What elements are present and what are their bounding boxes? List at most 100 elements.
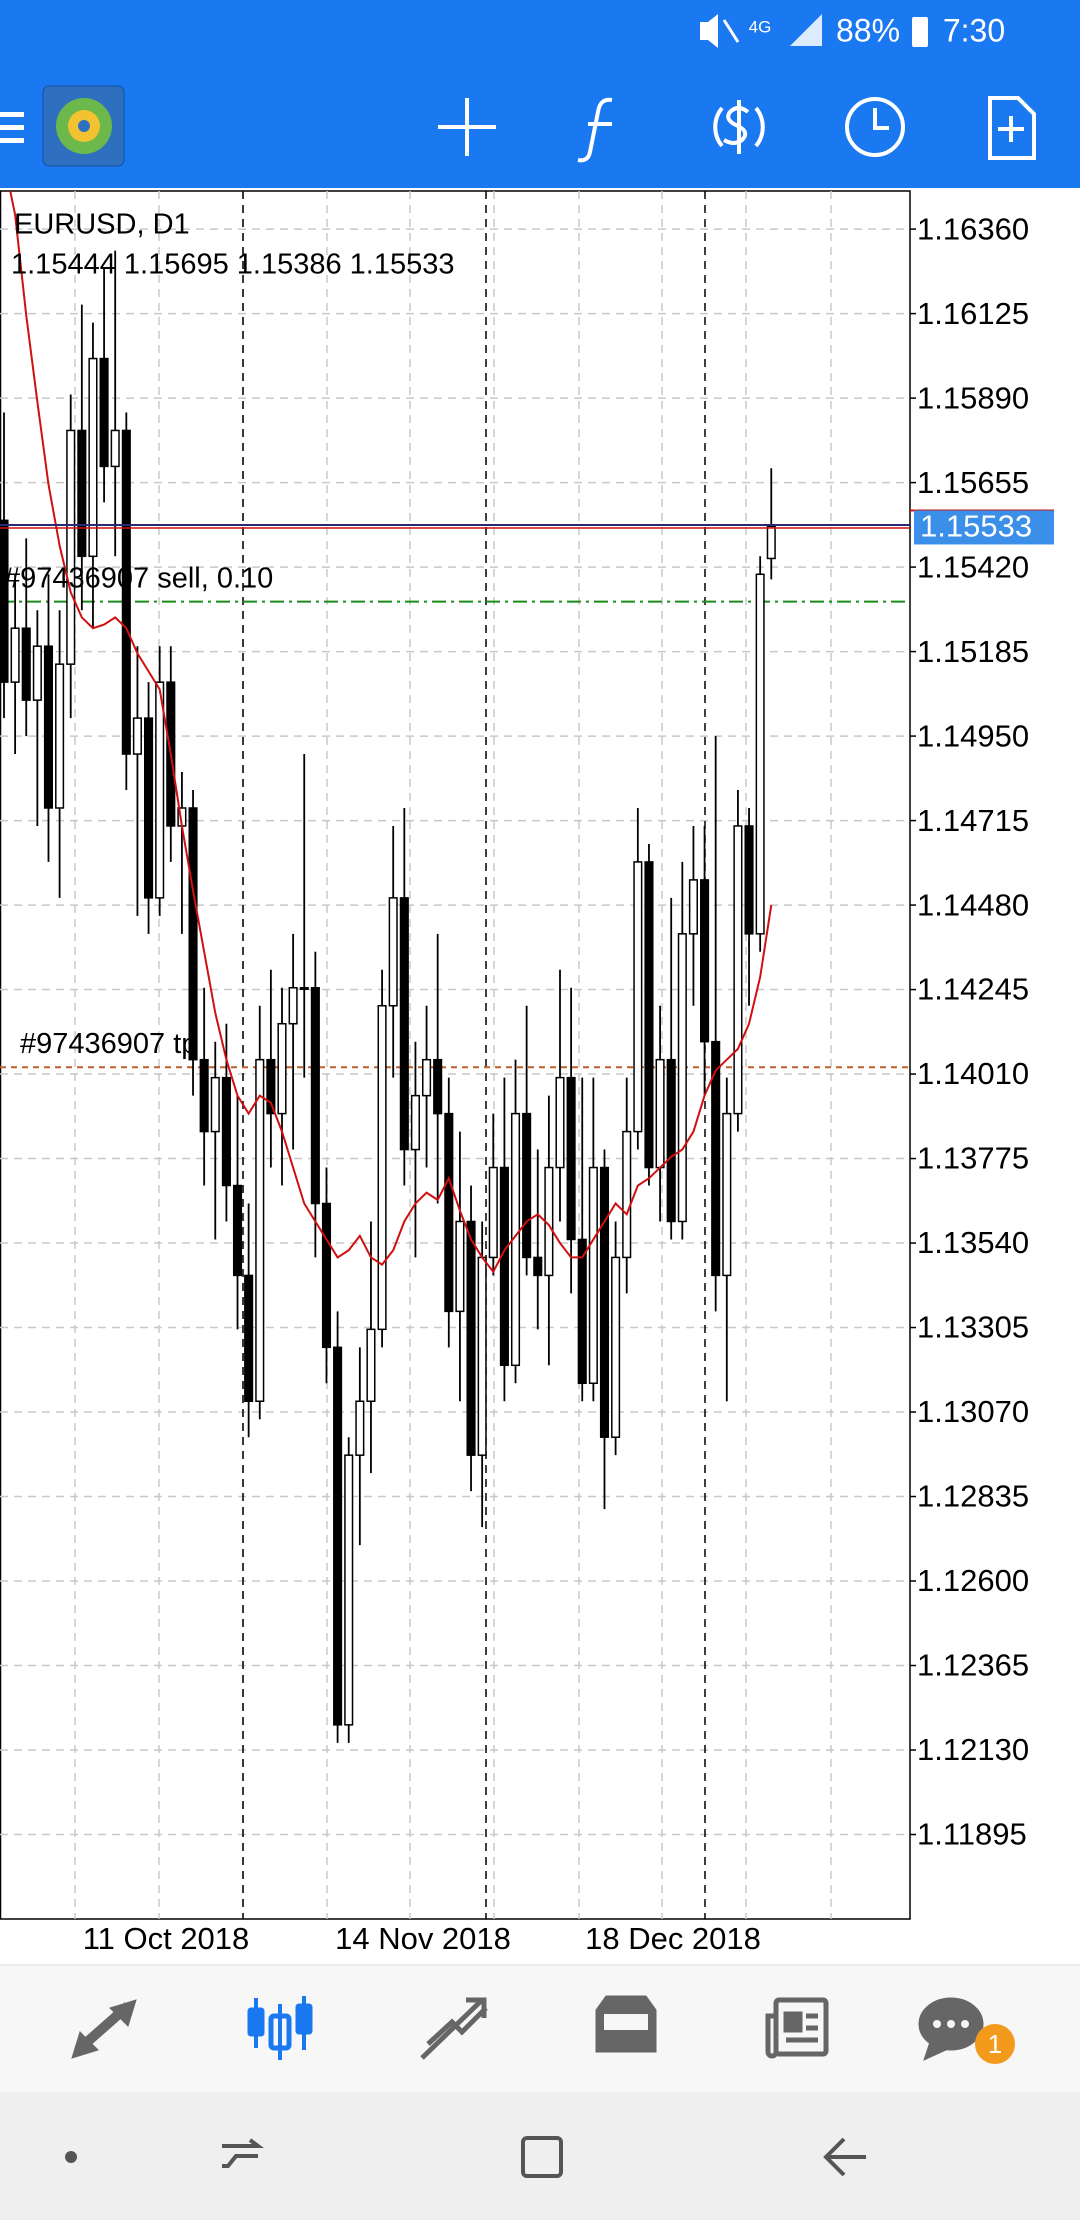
candle-body xyxy=(199,1058,209,1133)
ohlc-text: 1.15444 1.15695 1.15386 1.15533 xyxy=(11,249,454,281)
x-tick-label: 11 Oct 2018 xyxy=(83,1921,250,1956)
indicators-button[interactable] xyxy=(577,97,613,163)
y-tick-label: 1.15890 xyxy=(917,380,1029,415)
y-tick-label: 1.16360 xyxy=(917,211,1029,246)
trade-tab[interactable] xyxy=(420,1997,488,2060)
candle-body xyxy=(232,1184,243,1277)
candle-body xyxy=(522,1112,532,1259)
candle-body xyxy=(21,627,31,701)
history-button[interactable] xyxy=(845,97,905,157)
current-price-box xyxy=(914,510,1054,545)
recents-button[interactable] xyxy=(222,2138,264,2168)
y-tick-label: 1.14010 xyxy=(917,1056,1029,1091)
candle-body xyxy=(666,1058,676,1223)
candle-body xyxy=(655,1058,665,1169)
y-tick-label: 1.14715 xyxy=(917,803,1029,838)
candle-body xyxy=(299,987,309,991)
y-tick-label: 1.12835 xyxy=(917,1479,1029,1514)
crosshair-button[interactable] xyxy=(438,98,496,156)
candle-body xyxy=(99,357,109,468)
candle-body xyxy=(132,717,142,755)
menu-button[interactable] xyxy=(0,112,24,143)
y-tick-label: 1.13540 xyxy=(917,1225,1029,1260)
candle-body xyxy=(344,1454,354,1726)
back-button[interactable] xyxy=(823,2137,866,2177)
candle-body xyxy=(288,987,298,1025)
y-tick-label: 1.13305 xyxy=(917,1310,1029,1345)
candle-body xyxy=(533,1256,543,1277)
battery-icon xyxy=(912,17,928,47)
candle-body xyxy=(210,1076,220,1133)
y-tick-label: 1.15185 xyxy=(917,634,1029,669)
candle-body xyxy=(611,1256,621,1438)
y-tick-label: 1.15655 xyxy=(917,465,1029,500)
candle-body xyxy=(700,879,710,1043)
candle-body xyxy=(688,879,698,935)
badge-count: 1 xyxy=(988,2029,1002,2059)
y-tick-label: 1.12600 xyxy=(917,1563,1029,1598)
candle-body xyxy=(110,429,120,468)
y-tick-label: 1.13070 xyxy=(917,1394,1029,1429)
system-nav-buttons xyxy=(65,2136,866,2178)
candle-body xyxy=(711,1040,721,1277)
candle-body xyxy=(32,645,42,701)
candle-body xyxy=(333,1346,343,1726)
candle-body xyxy=(555,1076,565,1169)
plot-frame xyxy=(0,190,911,1920)
candle-body xyxy=(388,897,398,1007)
plot-area xyxy=(0,191,910,1743)
chart-tab[interactable] xyxy=(247,1996,313,2060)
bottom-nav xyxy=(0,1965,1080,2092)
news-tab[interactable] xyxy=(765,1997,829,2059)
home-button[interactable] xyxy=(521,2136,563,2178)
candle-body xyxy=(466,1220,476,1456)
quotes-tab[interactable] xyxy=(71,1999,137,2059)
order-label: #97436907 sell, 0.10 xyxy=(4,562,273,594)
battery-text: 88% xyxy=(836,12,900,48)
candle-body xyxy=(588,1166,598,1385)
candle-body xyxy=(55,663,65,809)
candle-body xyxy=(355,1400,365,1456)
candle-body xyxy=(644,861,654,1169)
candle-body xyxy=(744,825,754,935)
candle-body xyxy=(310,987,320,1205)
candle-body xyxy=(188,807,198,1061)
x-tick-label: 14 Nov 2018 xyxy=(335,1921,511,1956)
candle-body xyxy=(155,681,165,899)
clock-text: 7:30 xyxy=(943,12,1005,48)
trade-button[interactable] xyxy=(713,100,765,154)
candle-body xyxy=(221,1076,231,1187)
candle-body xyxy=(266,1058,276,1115)
chart-text: EURUSD, D1 1.15444 1.15695 1.15386 1.155… xyxy=(4,209,1054,1956)
chat-tab[interactable] xyxy=(918,1997,984,2061)
y-tick-label: 1.14480 xyxy=(917,887,1029,922)
candle-body xyxy=(0,519,9,683)
badge xyxy=(975,2024,1015,2064)
current-price-label: 1.15533 xyxy=(920,509,1032,544)
chart-title: EURUSD, D1 xyxy=(14,209,190,241)
order-label: #97436907 tp xyxy=(20,1028,197,1060)
assistant-button[interactable] xyxy=(65,2151,77,2163)
history-tab[interactable] xyxy=(595,1995,657,2053)
candle-body xyxy=(444,1112,454,1313)
candle-body xyxy=(410,1094,420,1151)
candle-body xyxy=(121,429,131,755)
candle-body xyxy=(722,1112,732,1277)
candle-body xyxy=(755,573,765,935)
candle-body xyxy=(499,1166,509,1367)
candle-body xyxy=(622,1130,632,1259)
candle-body xyxy=(566,1076,576,1241)
candle-body xyxy=(399,897,409,1151)
candle-body xyxy=(422,1058,432,1097)
bottom-nav-icons xyxy=(71,1995,984,2061)
candle-body xyxy=(255,1058,265,1402)
app-logo[interactable] xyxy=(42,85,125,167)
candle-body xyxy=(766,525,776,560)
candle-body xyxy=(88,357,98,558)
network-type: 4G xyxy=(749,17,772,36)
candle-body xyxy=(366,1328,376,1402)
x-tick-label: 18 Dec 2018 xyxy=(585,1921,761,1956)
new-order-button[interactable] xyxy=(988,96,1036,160)
